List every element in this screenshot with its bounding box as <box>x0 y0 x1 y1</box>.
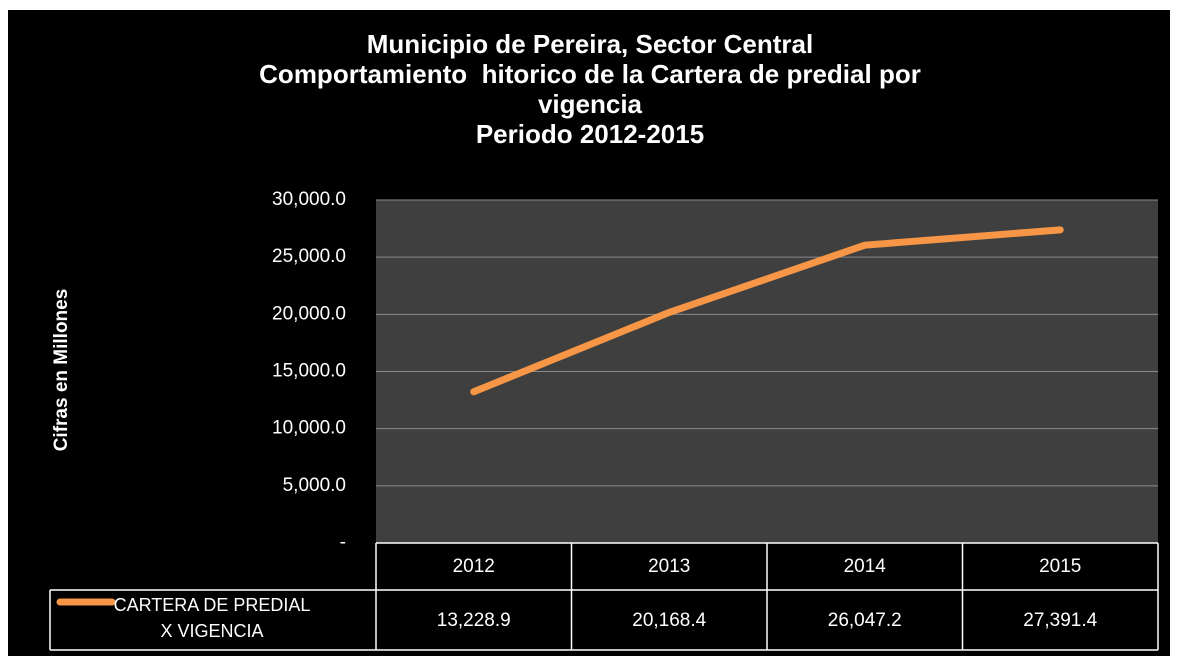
legend-label: CARTERA DE PREDIAL X VIGENCIA <box>113 595 311 641</box>
y-tick-label: 20,000.0 <box>272 303 346 324</box>
y-tick-label: 25,000.0 <box>272 246 346 267</box>
x-tick-label: 2013 <box>648 556 690 577</box>
x-tick-label: 2014 <box>844 556 887 577</box>
y-axis-label: Cifras en Millones <box>51 289 72 452</box>
data-table-value: 26,047.2 <box>828 610 902 631</box>
x-tick-label: 2015 <box>1039 556 1081 577</box>
y-tick-label: - <box>340 532 346 553</box>
chart-title: Comportamiento hitorico de la Cartera de… <box>259 59 921 89</box>
chart-title: Municipio de Pereira, Sector Central <box>367 29 813 59</box>
y-tick-label: 30,000.0 <box>272 189 346 210</box>
series-line <box>470 226 1064 396</box>
data-table-value: 13,228.9 <box>437 610 511 631</box>
chart-title: vigencia <box>538 89 643 119</box>
y-tick-label: 5,000.0 <box>283 475 346 496</box>
y-tick-label: 10,000.0 <box>272 418 346 439</box>
y-tick-label: 15,000.0 <box>272 361 346 382</box>
x-tick-label: 2012 <box>453 556 495 577</box>
data-table-value: 20,168.4 <box>632 610 706 631</box>
data-table-value: 27,391.4 <box>1023 610 1097 631</box>
chart-title: Periodo 2012-2015 <box>476 119 704 149</box>
